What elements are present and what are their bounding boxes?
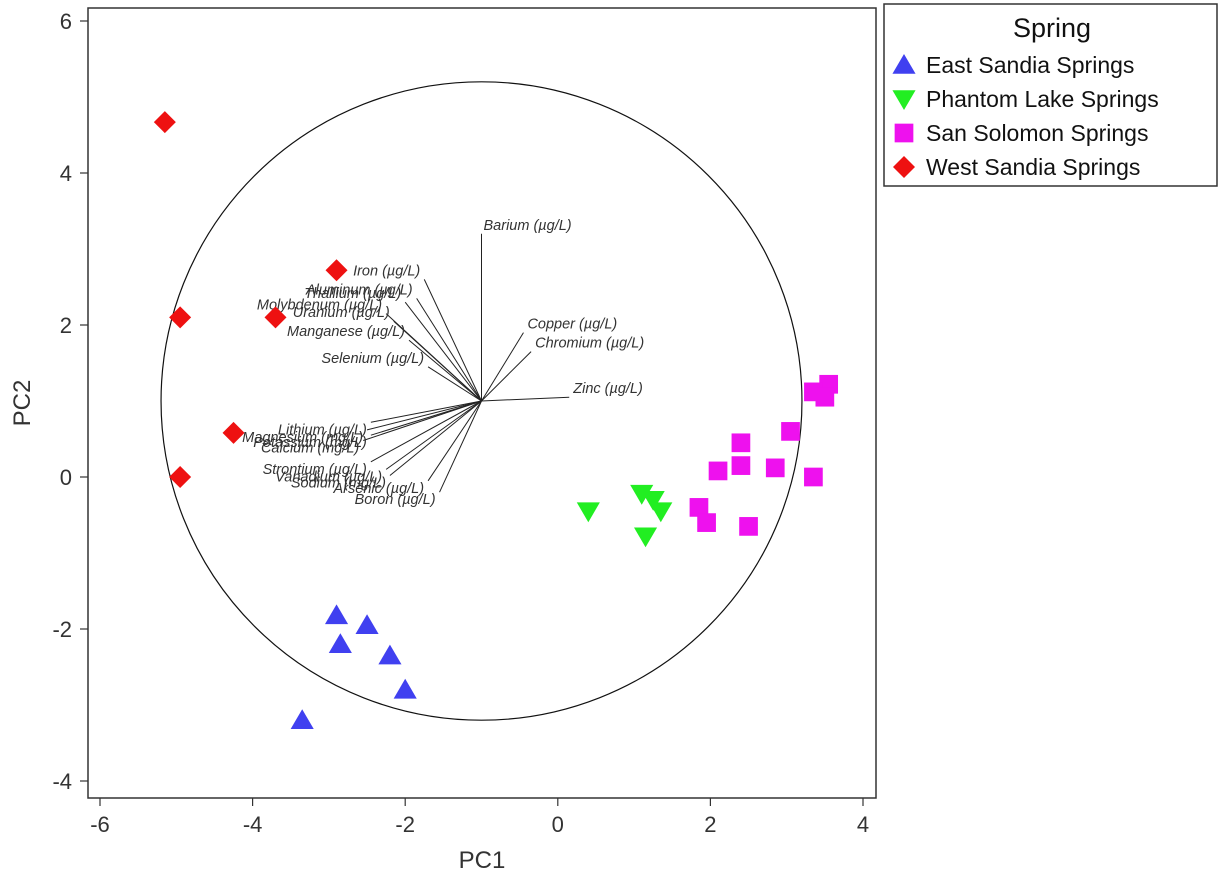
loading-vector [439, 400, 482, 493]
data-point [739, 517, 758, 536]
data-point [815, 387, 835, 407]
x-tick-label: -6 [90, 812, 110, 837]
data-points-group [153, 111, 839, 729]
loading-label: Magnesium (mg/L) [242, 430, 363, 446]
loading-label: Uranium (µg/L) [293, 305, 390, 321]
loading-label: Calcium (mg/L) [261, 441, 359, 457]
data-point [264, 306, 287, 329]
data-point [630, 484, 654, 505]
legend-box [883, 3, 1218, 187]
legend-marker [892, 54, 916, 74]
loading-label: Chromium (µg/L) [535, 336, 644, 352]
loading-label: Aluminum (µg/L) [305, 282, 413, 298]
y-tick-label: 2 [60, 313, 72, 338]
data-point [765, 458, 785, 478]
loading-label: Sodium (mg/L) [291, 475, 386, 491]
plot-frame [87, 7, 877, 799]
x-tick-label: 4 [857, 812, 869, 837]
loading-label: Copper (µg/L) [527, 317, 617, 333]
legend-title: Spring [1013, 13, 1091, 43]
loading-label: Selenium (µg/L) [321, 351, 424, 367]
data-point [781, 422, 800, 441]
x-axis-title: PC1 [459, 847, 506, 874]
loading-label: Zinc (µg/L) [572, 381, 643, 397]
y-tick-label: -4 [52, 769, 72, 794]
loading-vector [370, 400, 482, 423]
loading-vector [423, 279, 482, 402]
legend-label: Phantom Lake Springs [926, 86, 1159, 112]
loading-label: Molybdenum (µg/L) [257, 298, 382, 314]
data-point [689, 498, 709, 517]
correlation-circle-group [160, 81, 803, 721]
loading-label: Manganese (µg/L) [287, 324, 405, 340]
loading-vector [416, 298, 482, 402]
x-tick-label: -2 [395, 812, 415, 837]
loading-label: Strontium (µg/L) [263, 462, 367, 478]
loading-vector [385, 400, 482, 470]
data-point [169, 306, 192, 329]
loading-vector [427, 366, 482, 402]
loading-vector [408, 339, 482, 402]
loading-label: Arsenic (µg/L) [333, 481, 425, 497]
data-point [708, 461, 728, 481]
legend-label: West Sandia Springs [926, 154, 1140, 180]
data-point [393, 678, 417, 699]
loading-vector [481, 396, 570, 402]
y-tick-label: 0 [60, 465, 72, 490]
data-point [731, 456, 751, 475]
legend-marker [893, 156, 915, 178]
loading-labels-group: Barium (µg/L) Iron (µg/L) Aluminum (µg/L)T… [242, 218, 644, 508]
data-point [804, 467, 823, 487]
loading-vector [363, 400, 482, 441]
legend-marker [892, 90, 916, 110]
loading-label: Iron (µg/L) [353, 263, 420, 279]
data-point [731, 433, 751, 453]
loading-vector [404, 301, 482, 402]
data-point [169, 466, 192, 488]
x-tick-label: 0 [552, 812, 564, 837]
loading-label: Thallium (µg/L) [304, 286, 401, 302]
legend-label: East Sandia Springs [926, 52, 1134, 78]
loading-vector [389, 400, 482, 476]
data-point [222, 421, 245, 444]
x-tick-label: -4 [243, 812, 263, 837]
loading-label: Boron (µg/L) [355, 492, 436, 508]
loading-label: Vanadium (µg/L) [275, 469, 382, 485]
data-point [378, 644, 402, 665]
correlation-circle [160, 81, 803, 721]
data-point [633, 527, 658, 548]
y-tick-label: 4 [60, 161, 72, 186]
loading-vectors-group [363, 233, 570, 493]
y-axis-title: PC2 [9, 380, 36, 427]
y-tick-label: -2 [52, 617, 72, 642]
loading-label: Barium (µg/L) [484, 218, 572, 234]
loading-vector [427, 400, 482, 482]
data-point [153, 111, 176, 134]
data-point [290, 709, 314, 729]
legend: Spring East Sandia Springs Phantom Lake S… [883, 3, 1218, 187]
loading-vector [481, 332, 524, 402]
legend-marker [894, 123, 914, 143]
loading-label: Potassium (mg/L) [253, 435, 367, 451]
x-tick-label: 2 [704, 812, 716, 837]
data-point [576, 502, 600, 523]
data-point [324, 604, 349, 625]
loading-vector [366, 400, 482, 431]
y-axis: -4 -2 0 2 4 6 [52, 9, 88, 794]
loading-vector [481, 351, 532, 402]
loading-label: Lithium (µg/L) [278, 422, 367, 438]
x-axis: -6 -4 -2 0 2 4 [90, 798, 869, 837]
data-point [641, 491, 665, 511]
data-point [355, 614, 379, 634]
data-point [649, 502, 673, 523]
data-point [697, 513, 716, 532]
y-tick-label: 6 [60, 9, 72, 34]
data-point [328, 633, 352, 653]
loading-vector [393, 320, 482, 402]
loading-vector [370, 400, 482, 463]
legend-label: San Solomon Springs [926, 120, 1148, 146]
data-point [325, 259, 348, 282]
